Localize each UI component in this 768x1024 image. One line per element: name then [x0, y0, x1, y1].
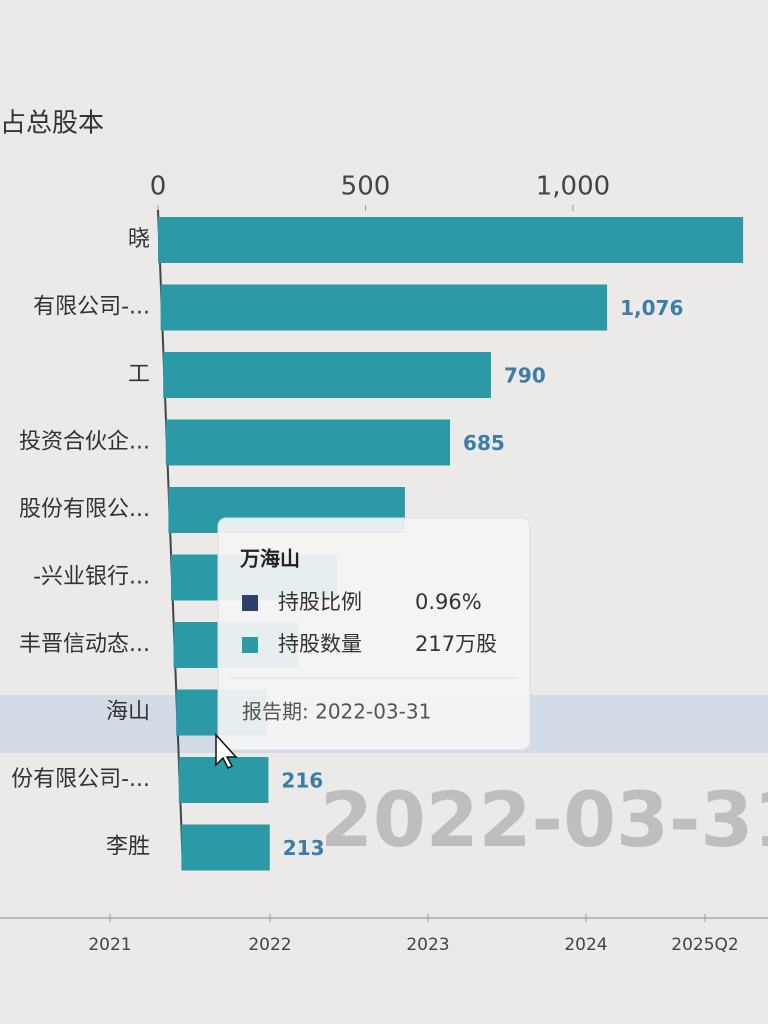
- tooltip-footer: 报告期: 2022-03-31: [242, 700, 431, 724]
- y-tick-label: -兴业银行...: [33, 565, 150, 590]
- value-label: 1,076: [620, 296, 683, 320]
- tooltip-box: [217, 517, 531, 751]
- tooltip-value: 217万股: [415, 632, 497, 656]
- tooltip-value: 0.96%: [415, 590, 482, 614]
- value-label: 216: [281, 769, 323, 793]
- timeline-label: 2024: [564, 935, 607, 955]
- tooltip-title: 万海山: [239, 547, 300, 571]
- y-tick-label: 晓: [128, 227, 150, 252]
- tooltip-label: 持股比例: [278, 590, 362, 614]
- timeline-label: 2025Q2: [671, 935, 738, 955]
- bar: [178, 757, 269, 803]
- y-tick-label: 丰晋信动态...: [19, 632, 150, 657]
- bar: [163, 352, 492, 398]
- value-label: 685: [463, 431, 505, 455]
- x-tick-label: 1,000: [536, 172, 610, 202]
- timeline-label: 2023: [406, 935, 449, 955]
- legend-swatch: [242, 637, 258, 653]
- y-tick-label: 有限公司-...: [33, 295, 150, 320]
- y-tick-label: 投资合伙企...: [19, 430, 150, 455]
- tooltip-label: 持股数量: [278, 632, 362, 656]
- bar: [160, 284, 608, 331]
- cursor: [215, 733, 238, 770]
- x-tick-label: 500: [341, 172, 391, 202]
- y-tick-label: 李胜: [106, 835, 150, 860]
- bar: [165, 419, 451, 466]
- y-tick-label: 海山: [106, 700, 150, 725]
- timeline: 2021 2022 2023 2024 2025Q2: [88, 914, 739, 955]
- x-tick-label: 0: [150, 172, 167, 202]
- chart-title: 占总股本: [0, 109, 104, 139]
- legend-swatch: [242, 595, 258, 611]
- y-tick-label: 份有限公司-...: [11, 767, 150, 792]
- watermark: 2022-03-31: [320, 775, 768, 864]
- bar: [181, 824, 270, 871]
- y-tick-label: 工: [128, 362, 150, 387]
- value-label: 213: [283, 836, 325, 860]
- tooltip: 万海山 报告期: 2022-03-31 持股比例 0.96% 持股数量 217万股: [217, 517, 531, 751]
- bar: [158, 217, 744, 263]
- y-tick-label: 股份有限公...: [19, 497, 150, 522]
- value-label: 790: [504, 364, 546, 388]
- timeline-label: 2022: [248, 935, 291, 955]
- timeline-label: 2021: [88, 935, 131, 955]
